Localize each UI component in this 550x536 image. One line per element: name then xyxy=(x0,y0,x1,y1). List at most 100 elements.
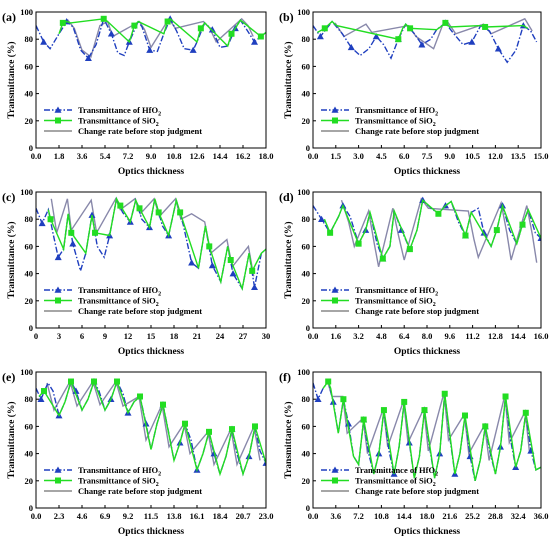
sio2-point xyxy=(435,210,442,217)
x-tick-label: 9.6 xyxy=(444,331,455,341)
hfo2-line xyxy=(313,20,538,64)
x-tick-label: 5.4 xyxy=(100,151,111,161)
legend-label: Change rate before stop judgment xyxy=(78,306,202,316)
sio2-point xyxy=(421,407,428,414)
y-tick-label: 100 xyxy=(297,7,310,17)
x-tick-label: 10.8 xyxy=(374,511,389,521)
panel-a: 0.0 1.8 3.6 5.4 7.2 9.0 10.8 12.6 14.4 16.2 18.0 0 2… xyxy=(2,7,273,177)
sio2-point xyxy=(522,409,529,416)
x-tick-label: 7.5 xyxy=(422,151,433,161)
x-tick-label: 16.1 xyxy=(190,511,205,521)
legend-label: Transmittance of HfO2 xyxy=(355,465,438,478)
x-tick-label: 21 xyxy=(193,331,202,341)
x-tick-label: 9.2 xyxy=(123,511,134,521)
hfo2-point xyxy=(316,32,324,40)
sio2-point xyxy=(340,396,347,403)
sio2-point xyxy=(257,33,264,40)
y-tick-label: 0 xyxy=(306,503,310,513)
legend-marker xyxy=(332,477,338,484)
sio2-line xyxy=(322,380,541,481)
legend-label: Transmittance of HfO2 xyxy=(78,285,161,298)
y-tick-label: 20 xyxy=(25,116,34,126)
sio2-point xyxy=(177,209,184,216)
x-tick-label: 18.0 xyxy=(259,151,274,161)
x-tick-label: 6 xyxy=(80,331,84,341)
sio2-point xyxy=(131,22,138,29)
y-tick-label: 60 xyxy=(302,241,311,251)
sio2-point xyxy=(68,229,75,236)
panel-letter: (d) xyxy=(279,190,294,204)
legend-marker xyxy=(55,477,61,484)
change-rate-line xyxy=(46,379,261,467)
x-tick-label: 6.0 xyxy=(399,151,410,161)
legend-subscript: 2 xyxy=(435,112,438,118)
sio2-point xyxy=(68,378,74,385)
hfo2-point xyxy=(189,46,197,53)
sio2-point xyxy=(462,232,469,239)
sio2-point xyxy=(379,255,386,262)
legend-sio2: Transmittance of SiO2 xyxy=(321,296,436,308)
sio2-point xyxy=(91,378,97,385)
hfo2-point xyxy=(347,43,355,51)
panel-f: 0.0 3.6 7.2 10.8 14.4 18.0 21.6 25.2 28.8 32.4 36.… xyxy=(279,367,548,536)
hfo2-point xyxy=(466,452,474,460)
legend-subscript: 2 xyxy=(435,472,438,478)
y-tick-label: 100 xyxy=(20,7,33,17)
sio2-point xyxy=(462,412,468,419)
x-tick-label: 14.4 xyxy=(397,511,413,521)
x-tick-label: 0 xyxy=(34,331,38,341)
sio2-point xyxy=(441,390,448,397)
hfo2-point xyxy=(468,38,476,45)
sio2-line xyxy=(323,198,541,261)
sio2-point xyxy=(502,393,509,400)
sio2-point xyxy=(228,30,235,37)
y-tick-label: 20 xyxy=(25,476,34,486)
x-tick-label: 12 xyxy=(124,331,133,341)
sio2-point xyxy=(197,25,204,32)
legend-change-rate: Change rate before stop judgment xyxy=(321,486,479,496)
sio2-line xyxy=(317,20,529,41)
legend-subscript: 2 xyxy=(158,292,161,298)
change-rate-line xyxy=(326,381,531,461)
legend-hfo2: Transmittance of HfO2 xyxy=(321,285,438,298)
y-tick-label: 0 xyxy=(29,503,33,513)
legend-label: Change rate before stop judgment xyxy=(355,126,479,136)
legend-marker xyxy=(331,286,339,293)
panel-letter: (c) xyxy=(2,190,15,204)
sio2-point xyxy=(395,36,402,43)
plot-area xyxy=(313,196,541,267)
x-tick-label: 2.3 xyxy=(54,511,65,521)
legend-label: Change rate before stop judgment xyxy=(355,486,479,496)
x-tick-label: 4.6 xyxy=(77,511,88,521)
legend-label: Transmittance of SiO2 xyxy=(78,296,159,309)
hfo2-point xyxy=(208,261,216,269)
y-axis-label: Transmittance (%) xyxy=(283,221,294,298)
x-tick-label: 0.0 xyxy=(31,511,42,521)
sio2-point xyxy=(482,23,489,30)
x-tick-label: 1.6 xyxy=(330,331,341,341)
legend-subscript: 2 xyxy=(156,302,159,308)
legend-marker xyxy=(55,117,61,124)
y-axis-label: Transmittance (%) xyxy=(6,221,17,298)
y-tick-label: 20 xyxy=(302,476,311,486)
y-tick-label: 0 xyxy=(306,323,310,333)
x-tick-label: 25.2 xyxy=(465,511,480,521)
y-tick-label: 40 xyxy=(302,449,311,459)
y-tick-label: 80 xyxy=(302,394,311,404)
plot-area xyxy=(36,378,266,477)
hfo2-point xyxy=(251,283,258,290)
x-tick-label: 18 xyxy=(170,331,179,341)
x-tick-label: 10.5 xyxy=(465,151,480,161)
sio2-point xyxy=(327,229,334,236)
sio2-point xyxy=(117,202,124,209)
x-tick-label: 3 xyxy=(57,331,61,341)
y-axis-label: Transmittance (%) xyxy=(6,401,17,478)
y-tick-label: 40 xyxy=(25,449,34,459)
x-tick-label: 20.7 xyxy=(236,511,252,521)
x-tick-label: 23.0 xyxy=(259,511,274,521)
y-tick-label: 100 xyxy=(20,187,33,197)
hfo2-point xyxy=(251,38,258,45)
